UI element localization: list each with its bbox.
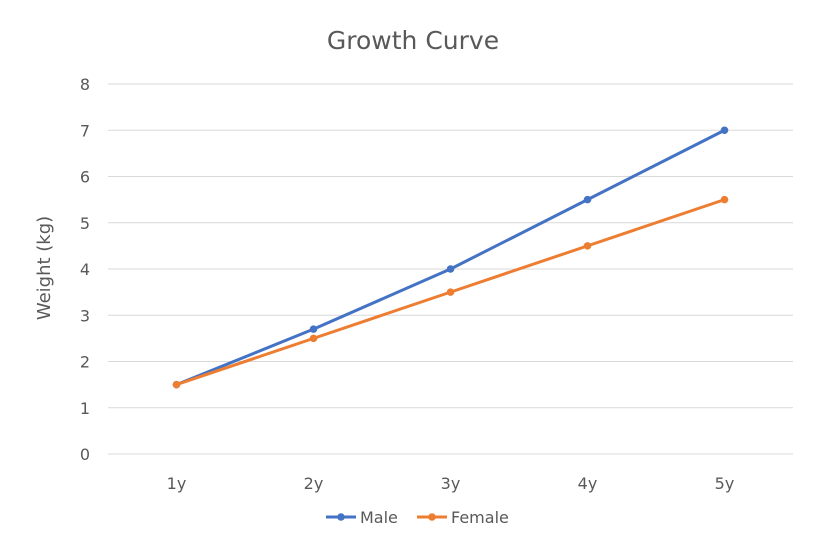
x-tick-label: 3y	[441, 474, 461, 493]
data-point-female	[583, 242, 592, 250]
legend-item-female: Female	[417, 508, 509, 527]
legend-label: Male	[360, 508, 398, 527]
legend-label: Female	[451, 508, 509, 527]
data-point-female	[309, 334, 318, 343]
data-point-male	[309, 325, 318, 333]
y-axis-label: Weight (kg)	[34, 216, 55, 320]
y-tick-label: 3	[80, 306, 90, 325]
data-point-male	[446, 265, 455, 273]
y-tick-label: 0	[80, 445, 90, 464]
series-line-male	[175, 128, 726, 387]
y-tick-label: 4	[80, 260, 90, 279]
y-tick-label: 1	[80, 399, 90, 418]
series-male	[172, 126, 729, 389]
chart-title: Growth Curve	[327, 26, 499, 55]
legend-swatch-marker	[428, 513, 436, 521]
series-lines	[172, 126, 729, 389]
y-tick-label: 6	[80, 168, 90, 187]
x-tick-label: 1y	[167, 474, 187, 493]
x-axis-ticks: 1y 2y 3y 4y 5y	[167, 474, 735, 493]
series-female	[172, 195, 729, 389]
data-point-male	[583, 195, 592, 204]
data-point-female	[720, 195, 729, 204]
legend-swatch-marker	[337, 513, 345, 521]
data-point-female	[172, 380, 181, 389]
legend: Male Female	[326, 508, 509, 527]
data-point-male	[720, 126, 729, 135]
y-axis-ticks: 0 1 2 3 4 5 6 7 8	[80, 75, 90, 464]
y-tick-label: 8	[80, 75, 90, 94]
y-tick-label: 2	[80, 353, 90, 372]
x-tick-label: 2y	[304, 474, 324, 493]
data-point-female	[446, 288, 455, 296]
x-tick-label: 4y	[578, 474, 598, 493]
x-tick-label: 5y	[715, 474, 735, 493]
y-tick-label: 7	[80, 121, 90, 140]
y-tick-label: 5	[80, 214, 90, 233]
legend-item-male: Male	[326, 508, 398, 527]
